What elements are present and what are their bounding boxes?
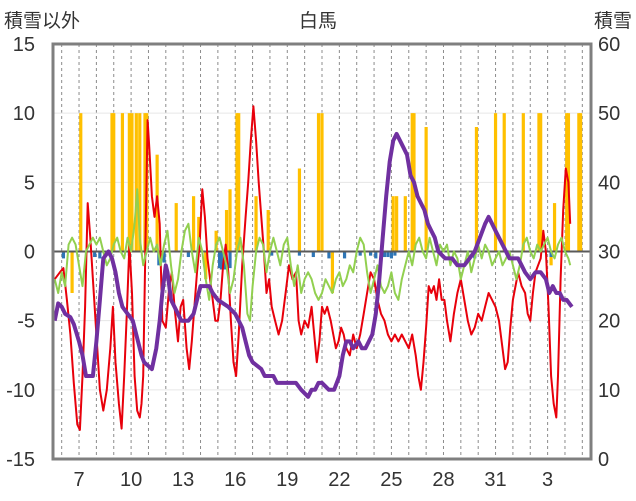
bar bbox=[382, 251, 387, 258]
bar bbox=[235, 113, 239, 252]
bar bbox=[266, 210, 270, 252]
y-left-tick-label: -5 bbox=[17, 311, 35, 333]
bar bbox=[539, 113, 543, 252]
bar bbox=[214, 230, 218, 252]
bar bbox=[424, 127, 428, 252]
bar bbox=[218, 251, 222, 269]
bar bbox=[386, 251, 390, 258]
left-axis-title: 積雪以外 bbox=[4, 10, 80, 32]
bar bbox=[320, 113, 324, 252]
bar bbox=[204, 251, 208, 280]
y-left-tick-label: -15 bbox=[6, 449, 35, 471]
bar bbox=[537, 113, 541, 252]
y-right-tick-label: 50 bbox=[598, 103, 620, 125]
bar bbox=[70, 251, 74, 293]
bar bbox=[112, 113, 116, 252]
bar bbox=[549, 251, 553, 258]
bar bbox=[578, 113, 583, 252]
y-left-tick-label: -10 bbox=[6, 380, 35, 402]
series-line-1 bbox=[53, 105, 572, 431]
bar bbox=[311, 251, 315, 258]
bar bbox=[134, 113, 138, 252]
bar bbox=[316, 113, 321, 252]
series-line-3 bbox=[52, 131, 574, 399]
bar bbox=[403, 196, 407, 252]
x-tick-label: 22 bbox=[328, 469, 350, 491]
series-line-2 bbox=[53, 188, 572, 322]
x-tick-label: 28 bbox=[432, 469, 454, 491]
y-right-tick-label: 20 bbox=[598, 311, 620, 333]
bar bbox=[297, 251, 302, 256]
bar bbox=[120, 113, 125, 252]
plot-frame bbox=[51, 42, 593, 461]
x-tick-label: 31 bbox=[484, 469, 506, 491]
bar bbox=[521, 113, 525, 252]
bar bbox=[219, 251, 223, 270]
bar bbox=[549, 251, 553, 266]
bar bbox=[98, 251, 102, 259]
bar bbox=[374, 251, 378, 259]
bar bbox=[342, 251, 347, 259]
bar bbox=[552, 203, 557, 252]
bar bbox=[565, 113, 569, 252]
bar bbox=[110, 113, 114, 252]
y-left-tick-label: 0 bbox=[24, 242, 35, 264]
bar bbox=[327, 251, 331, 259]
bar bbox=[393, 251, 397, 256]
x-tick-label: 7 bbox=[73, 469, 84, 491]
y-right-tick-label: 30 bbox=[598, 242, 620, 264]
bar bbox=[368, 251, 373, 256]
bar bbox=[502, 113, 506, 252]
bar bbox=[297, 168, 302, 252]
bar bbox=[228, 251, 232, 269]
bar bbox=[228, 189, 232, 252]
bar bbox=[138, 113, 142, 252]
bar bbox=[186, 251, 190, 258]
bar bbox=[330, 251, 335, 293]
chart-title: 白馬 bbox=[299, 10, 337, 32]
bar bbox=[130, 113, 134, 252]
y-left-tick-label: 5 bbox=[24, 172, 35, 194]
bar bbox=[254, 196, 258, 252]
x-tick-label: 19 bbox=[276, 469, 298, 491]
bar bbox=[474, 127, 479, 252]
x-tick-label: 13 bbox=[172, 469, 194, 491]
x-tick-label: 25 bbox=[380, 469, 402, 491]
bar bbox=[395, 196, 399, 252]
bar bbox=[270, 251, 274, 256]
x-tick-label: 10 bbox=[120, 469, 142, 491]
x-tick-label: 16 bbox=[224, 469, 246, 491]
chart-plot-area bbox=[52, 105, 591, 431]
y-left-tick-label: 15 bbox=[13, 34, 35, 56]
bar bbox=[79, 113, 83, 252]
right-axis-title: 積雪 bbox=[594, 10, 632, 32]
bar bbox=[224, 210, 229, 252]
bar bbox=[237, 113, 241, 252]
bar bbox=[358, 251, 362, 256]
bar bbox=[143, 113, 147, 252]
bar bbox=[162, 251, 166, 263]
bar bbox=[61, 251, 66, 259]
bar bbox=[93, 251, 97, 258]
bar bbox=[127, 113, 131, 252]
bar bbox=[389, 251, 394, 259]
bar bbox=[197, 216, 201, 252]
bar bbox=[493, 113, 498, 252]
bar bbox=[391, 196, 395, 252]
x-tick-label: 3 bbox=[542, 469, 553, 491]
y-right-tick-label: 0 bbox=[598, 449, 609, 471]
bar bbox=[577, 113, 581, 252]
axis-ticks: -15 -10 -5 0 5 10 15 0 10 20 30 40 50 60 7 10 13 16 19 22 25… bbox=[6, 34, 620, 491]
y-left-tick-label: 10 bbox=[13, 103, 35, 125]
bar bbox=[191, 196, 196, 252]
y-right-tick-label: 40 bbox=[598, 172, 620, 194]
y-right-tick-label: 10 bbox=[598, 380, 620, 402]
bar bbox=[174, 203, 178, 252]
y-right-tick-label: 60 bbox=[598, 34, 620, 56]
